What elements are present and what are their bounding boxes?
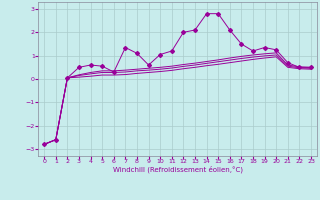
X-axis label: Windchill (Refroidissement éolien,°C): Windchill (Refroidissement éolien,°C) (113, 166, 243, 173)
